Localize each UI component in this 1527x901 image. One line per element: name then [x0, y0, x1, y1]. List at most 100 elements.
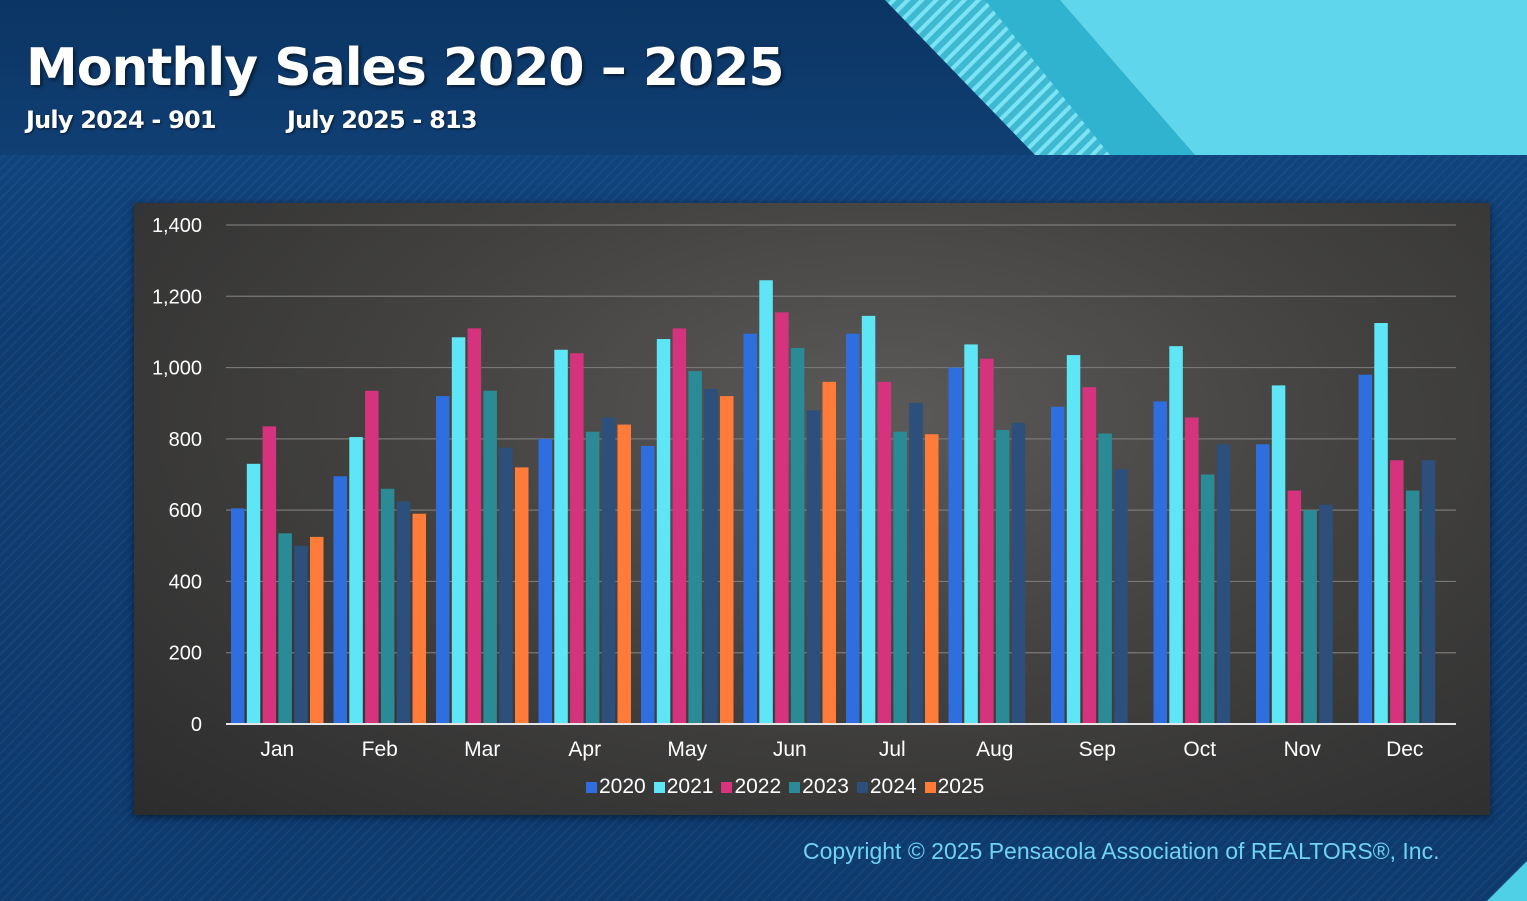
- y-tick-label: 1,000: [152, 358, 202, 380]
- x-tick-label: Jun: [773, 738, 807, 761]
- corner-accent-stripes: [1487, 861, 1527, 901]
- legend-label: 2021: [666, 775, 714, 798]
- y-tick-label: 1,200: [152, 286, 202, 308]
- legend-item-2021: 2021: [653, 775, 714, 799]
- bar-jun-2023: [790, 347, 805, 724]
- bar-apr-2020: [538, 438, 552, 724]
- bar-aug-2024: [1011, 422, 1026, 724]
- bar-feb-2023: [380, 488, 395, 724]
- bar-feb-2025: [412, 513, 426, 724]
- bar-nov-2023: [1303, 510, 1317, 724]
- bar-dec-2022: [1390, 460, 1404, 724]
- bar-jun-2024: [806, 410, 821, 724]
- bar-jul-2025: [925, 434, 939, 724]
- bar-aug-2021: [964, 344, 978, 724]
- legend-item-2022: 2022: [721, 775, 781, 799]
- legend-swatch: [924, 781, 936, 793]
- legend-label: 2020: [599, 775, 646, 798]
- x-tick-label: Nov: [1284, 738, 1322, 761]
- x-tick-label: Dec: [1386, 738, 1423, 761]
- bar-oct-2021: [1169, 346, 1183, 724]
- x-tick-label: Sep: [1079, 738, 1116, 761]
- bar-oct-2023: [1200, 474, 1215, 724]
- x-tick-label: Mar: [464, 738, 500, 761]
- bar-nov-2024: [1319, 504, 1333, 724]
- bar-oct-2024: [1216, 444, 1231, 724]
- bar-sep-2022: [1082, 387, 1097, 724]
- bar-nov-2020: [1256, 444, 1270, 724]
- bar-apr-2022: [570, 353, 584, 724]
- legend-label: 2023: [802, 775, 849, 798]
- chart-panel: 0 200 400 600 800 1,000 1,200 1,400 Jan Feb Mar Apr…: [134, 203, 1490, 815]
- bar-jan-2024: [294, 545, 308, 724]
- bar-aug-2022: [980, 358, 994, 724]
- bar-jan-2021: [246, 463, 261, 724]
- bar-may-2024: [704, 388, 718, 724]
- x-tick-label: Jan: [260, 738, 294, 761]
- bar-may-2023: [688, 371, 702, 724]
- x-tick-label: Feb: [362, 738, 398, 761]
- bar-may-2021: [656, 339, 671, 724]
- bar-sep-2023: [1098, 433, 1112, 724]
- bar-jun-2022: [775, 312, 789, 724]
- y-tick-label: 600: [169, 500, 202, 522]
- chart-legend: 2020 2021 2022 2023 2024 2025: [586, 775, 988, 799]
- bar-dec-2023: [1405, 490, 1420, 724]
- bar-mar-2024: [499, 447, 513, 724]
- legend-swatch: [789, 781, 801, 793]
- bar-apr-2025: [617, 424, 631, 724]
- legend-swatch: [721, 781, 733, 793]
- bar-feb-2024: [396, 501, 411, 724]
- header-accent-stripes: [0, 0, 1527, 160]
- slide-title: Monthly Sales 2020 – 2025: [26, 38, 785, 98]
- legend-swatch: [856, 781, 868, 793]
- bar-chart: 0 200 400 600 800 1,000 1,200 1,400 Jan Feb Mar Apr…: [152, 215, 1456, 761]
- bar-nov-2022: [1287, 490, 1302, 724]
- y-tick-label: 1,400: [152, 215, 202, 237]
- bar-dec-2021: [1374, 323, 1388, 724]
- bar-mar-2020: [436, 396, 450, 724]
- bar-feb-2021: [349, 437, 363, 724]
- bar-oct-2020: [1153, 401, 1167, 724]
- y-tick-label: 800: [169, 429, 202, 451]
- bar-apr-2021: [554, 349, 568, 724]
- bar-may-2022: [672, 328, 687, 724]
- bar-jul-2020: [846, 333, 860, 724]
- legend-swatch: [586, 781, 597, 793]
- legend-label: 2024: [869, 775, 917, 798]
- copyright-notice: Copyright © 2025 Pensacola Association o…: [803, 838, 1440, 864]
- bar-jun-2021: [759, 280, 773, 724]
- legend-item-2023: 2023: [789, 775, 849, 799]
- bar-nov-2021: [1271, 385, 1286, 724]
- legend-item-2024: 2024: [856, 775, 917, 799]
- legend-label: 2022: [734, 775, 782, 798]
- bar-jan-2022: [262, 426, 277, 724]
- bar-apr-2023: [585, 431, 600, 724]
- x-tick-label: Aug: [976, 738, 1013, 761]
- y-tick-label: 200: [169, 643, 202, 665]
- bar-mar-2023: [483, 390, 497, 724]
- subtitle-july-2024: July 2024 - 901: [26, 106, 217, 134]
- bar-aug-2023: [995, 429, 1010, 724]
- bar-jul-2022: [877, 381, 892, 724]
- bar-feb-2022: [365, 390, 379, 724]
- legend-item-2025: 2025: [924, 775, 985, 799]
- bar-jan-2023: [278, 533, 292, 724]
- legend-label: 2025: [937, 775, 985, 798]
- bar-sep-2020: [1051, 406, 1065, 724]
- bar-sep-2021: [1066, 355, 1081, 724]
- bar-may-2020: [641, 445, 655, 724]
- x-tick-label: Apr: [568, 738, 601, 761]
- bar-sep-2024: [1114, 469, 1128, 724]
- x-tick-label: May: [667, 738, 707, 761]
- bar-jul-2023: [893, 431, 907, 724]
- legend-item-2020: 2020: [586, 775, 646, 799]
- bar-mar-2021: [451, 337, 466, 724]
- bar-aug-2020: [948, 367, 962, 724]
- bar-may-2025: [720, 396, 734, 724]
- y-tick-label: 400: [169, 571, 202, 593]
- bar-feb-2020: [333, 476, 347, 724]
- bar-jan-2025: [310, 536, 324, 724]
- bar-apr-2024: [601, 417, 616, 724]
- bar-jun-2020: [743, 333, 757, 724]
